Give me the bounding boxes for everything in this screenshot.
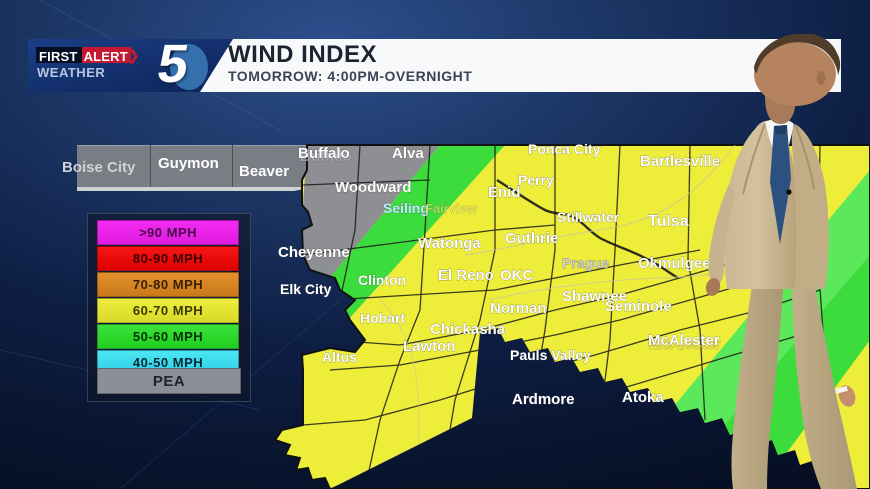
svg-text:Watonga: Watonga [418,235,481,252]
svg-text:Tulsa: Tulsa [648,213,689,230]
svg-text:OKC: OKC [500,267,534,284]
svg-text:Hobart: Hobart [360,310,405,326]
svg-text:Perry: Perry [518,172,554,188]
svg-text:Pauls Valley: Pauls Valley [510,347,591,363]
svg-text:Enid: Enid [488,184,521,201]
svg-text:Lawton: Lawton [403,338,456,355]
svg-text:Norman: Norman [490,300,547,317]
svg-text:Seiling: Seiling [383,200,429,216]
svg-text:Alva: Alva [392,145,424,162]
svg-text:Ardmore: Ardmore [512,391,575,408]
svg-text:Altus: Altus [322,349,357,365]
svg-text:Cheyenne: Cheyenne [278,244,350,261]
svg-text:Stillwater: Stillwater [557,209,620,225]
svg-text:Elk City: Elk City [280,281,332,297]
svg-text:Chickasha: Chickasha [430,321,506,338]
svg-text:Atoka: Atoka [622,389,664,406]
svg-text:Clinton: Clinton [358,272,406,288]
svg-text:Ponca City: Ponca City [528,141,601,157]
svg-text:Prague: Prague [562,255,610,271]
svg-text:Fairview: Fairview [425,201,478,216]
svg-text:Shawnee: Shawnee [562,288,627,305]
svg-text:El Reno: El Reno [438,267,494,284]
svg-text:Woodward: Woodward [335,179,411,196]
svg-text:Guthrie: Guthrie [505,230,558,247]
svg-text:Seminole: Seminole [605,298,672,315]
